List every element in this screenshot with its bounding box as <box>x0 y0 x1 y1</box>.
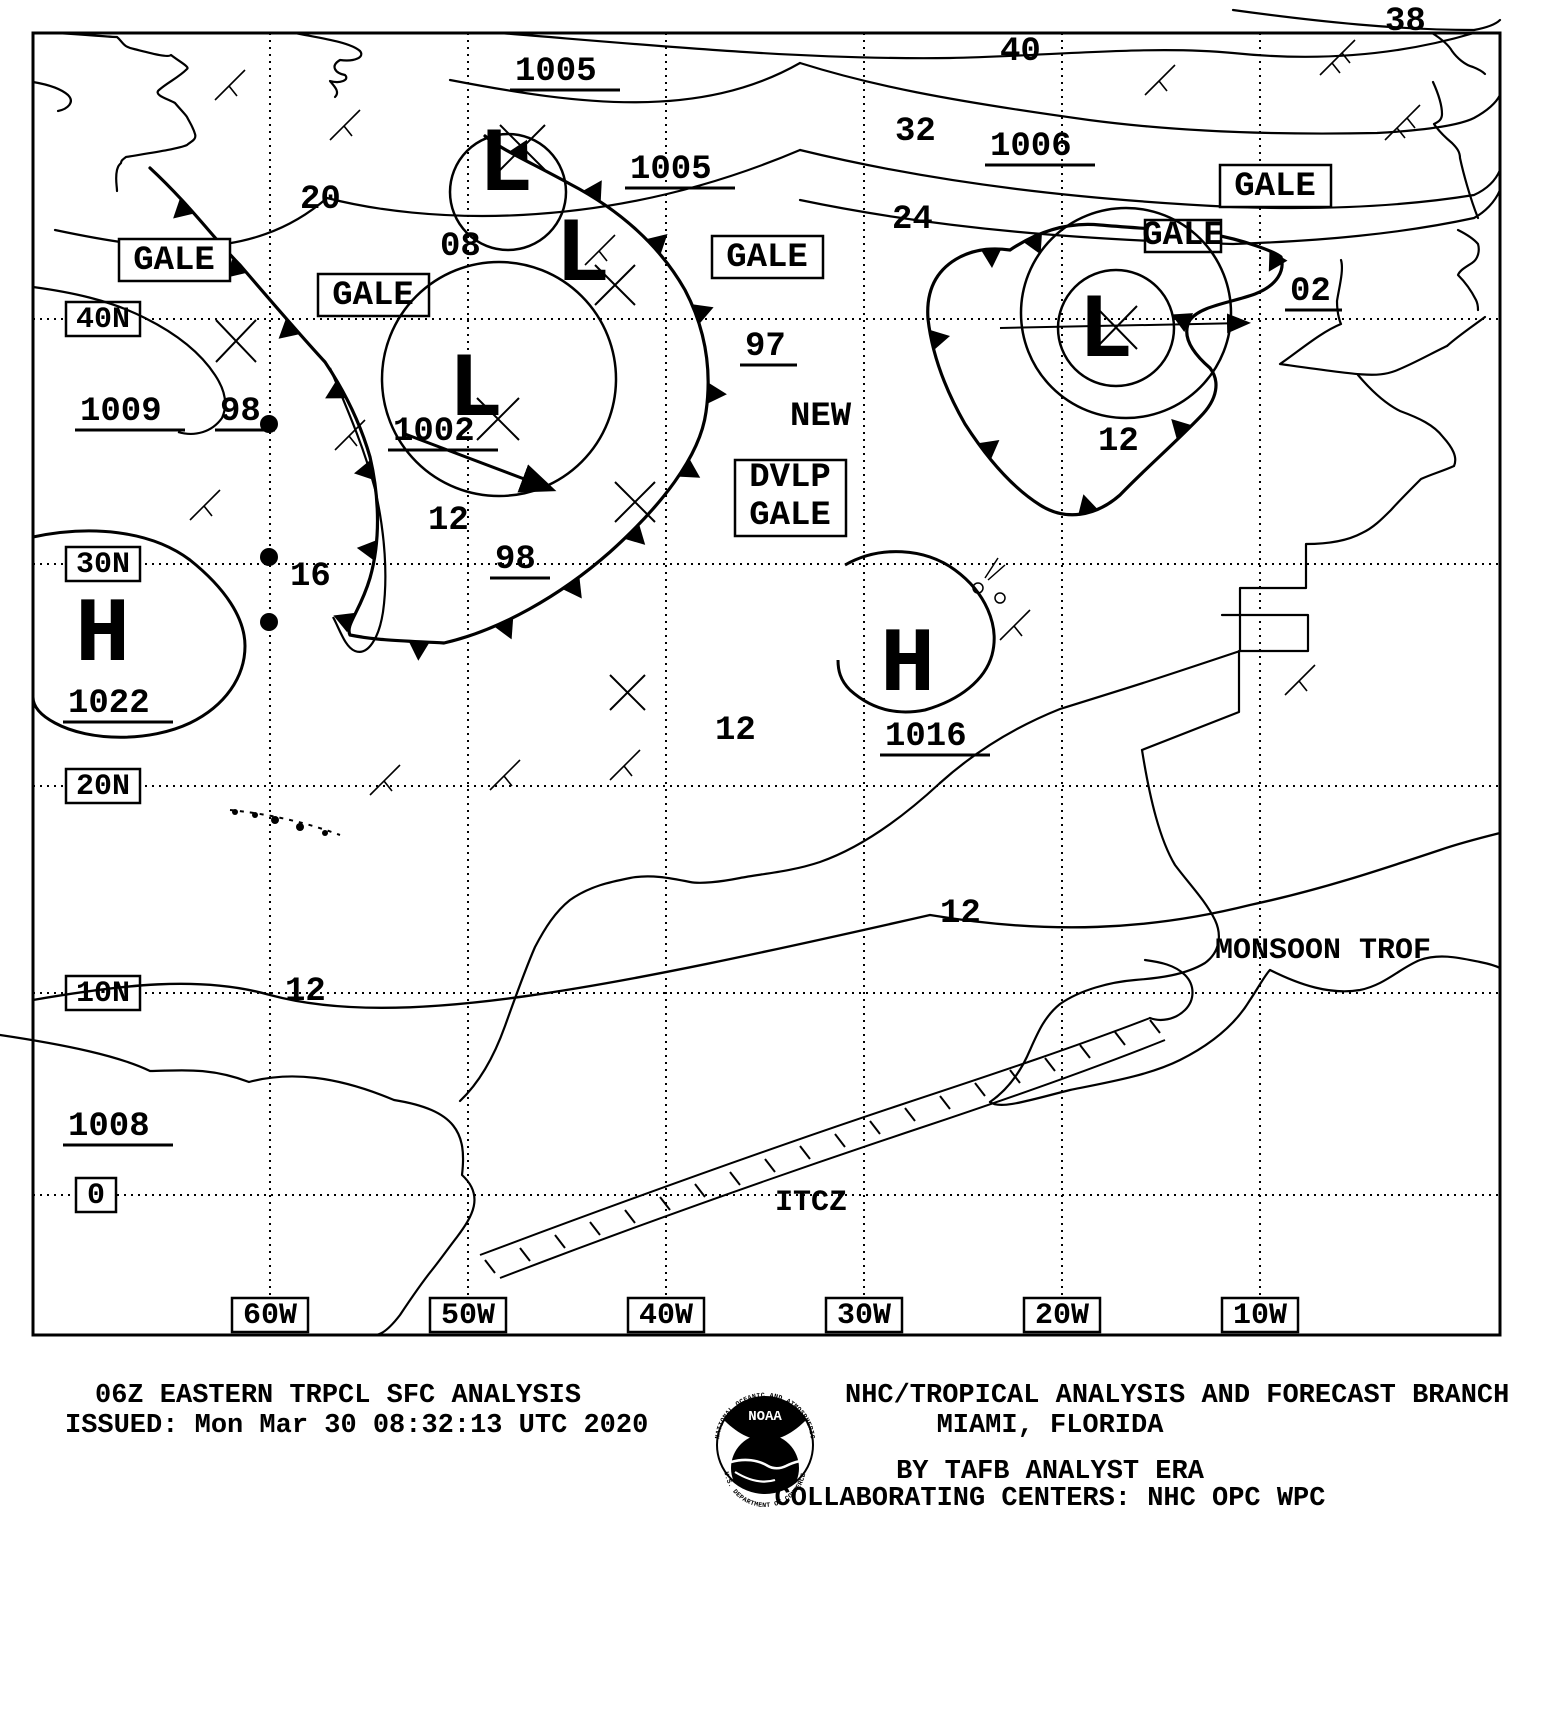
svg-text:12: 12 <box>715 712 756 750</box>
svg-text:98: 98 <box>495 541 536 579</box>
svg-text:H: H <box>75 583 130 688</box>
svg-text:10N: 10N <box>76 977 130 1011</box>
svg-text:30W: 30W <box>837 1299 891 1333</box>
svg-text:12: 12 <box>428 502 469 540</box>
svg-text:GALE: GALE <box>1234 168 1316 206</box>
svg-text:GALE: GALE <box>726 239 808 277</box>
svg-text:02: 02 <box>1290 273 1331 311</box>
svg-text:38: 38 <box>1385 3 1426 41</box>
svg-text:40: 40 <box>1000 33 1041 71</box>
svg-text:50W: 50W <box>441 1299 495 1333</box>
svg-text:1005: 1005 <box>515 53 597 91</box>
svg-text:ISSUED: Mon Mar 30 08:32:13 U: ISSUED: Mon Mar 30 08:32:13 UTC 2020 <box>65 1411 648 1441</box>
svg-text:12: 12 <box>285 973 326 1011</box>
svg-text:DVLP: DVLP <box>749 459 831 497</box>
svg-text:NHC/TROPICAL ANALYSIS AND FORE: NHC/TROPICAL ANALYSIS AND FORECAST BRANC… <box>845 1381 1509 1411</box>
svg-text:MONSOON TROF: MONSOON TROF <box>1215 934 1431 968</box>
svg-text:16: 16 <box>290 558 331 596</box>
svg-text:L: L <box>448 338 503 443</box>
svg-text:1008: 1008 <box>68 1108 150 1146</box>
svg-text:10W: 10W <box>1233 1299 1287 1333</box>
svg-text:GALE: GALE <box>1142 217 1224 255</box>
svg-text:1022: 1022 <box>68 685 150 723</box>
svg-text:1009: 1009 <box>80 393 162 431</box>
svg-text:1006: 1006 <box>990 128 1072 166</box>
svg-text:NEW: NEW <box>790 398 852 436</box>
svg-text:60W: 60W <box>243 1299 297 1333</box>
svg-text:MIAMI, FLORIDA: MIAMI, FLORIDA <box>937 1411 1165 1441</box>
svg-text:40W: 40W <box>639 1299 693 1333</box>
svg-text:0: 0 <box>87 1179 105 1213</box>
svg-text:32: 32 <box>895 113 936 151</box>
svg-text:BY TAFB ANALYST ERA: BY TAFB ANALYST ERA <box>896 1457 1205 1487</box>
svg-text:1005: 1005 <box>630 151 712 189</box>
svg-text:1016: 1016 <box>885 718 967 756</box>
svg-text:08: 08 <box>440 228 481 266</box>
svg-text:20N: 20N <box>76 770 130 804</box>
svg-text:H: H <box>880 613 935 718</box>
svg-text:NOAA: NOAA <box>748 1409 782 1425</box>
svg-text:ITCZ: ITCZ <box>775 1186 847 1220</box>
svg-text:98: 98 <box>220 393 261 431</box>
svg-text:GALE: GALE <box>749 497 831 535</box>
svg-text:COLLABORATING CENTERS: NHC OP: COLLABORATING CENTERS: NHC OPC WPC <box>775 1484 1326 1514</box>
svg-text:GALE: GALE <box>133 242 215 280</box>
svg-text:30N: 30N <box>76 548 130 582</box>
svg-text:GALE: GALE <box>332 277 414 315</box>
svg-text:97: 97 <box>745 328 786 366</box>
svg-text:L: L <box>1078 279 1133 384</box>
svg-text:20: 20 <box>300 181 341 219</box>
svg-text:20W: 20W <box>1035 1299 1089 1333</box>
svg-text:12: 12 <box>940 895 981 933</box>
svg-text:06Z EASTERN TRPCL SFC ANALYSIS: 06Z EASTERN TRPCL SFC ANALYSIS <box>95 1381 581 1411</box>
svg-text:24: 24 <box>892 201 933 239</box>
svg-text:12: 12 <box>1098 423 1139 461</box>
